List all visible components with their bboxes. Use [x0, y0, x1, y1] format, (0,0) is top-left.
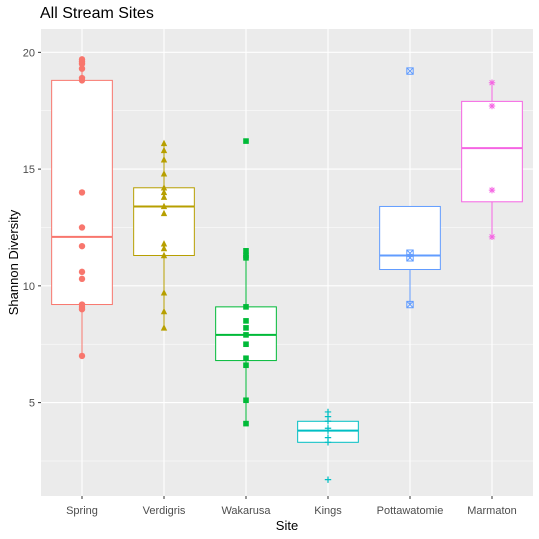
data-point [406, 300, 414, 309]
data-point [243, 362, 249, 369]
data-point [160, 139, 168, 147]
x-axis-title: Site [276, 518, 298, 533]
data-point [406, 249, 414, 257]
data-point [324, 425, 332, 432]
data-point [78, 268, 86, 276]
data-point [78, 275, 86, 283]
y-axis-title: Shannon Diversity [6, 209, 21, 315]
y-tick-label: 20 [23, 47, 35, 59]
y-tick-label: 10 [23, 281, 35, 293]
data-point [243, 138, 249, 144]
data-point [324, 434, 332, 441]
x-tick-label: Verdigris [143, 505, 186, 517]
box [379, 205, 441, 271]
data-point [78, 56, 86, 63]
data-point [78, 224, 86, 231]
data-point [160, 170, 168, 177]
x-tick-label: Spring [66, 505, 98, 517]
data-point [160, 289, 168, 296]
data-point [160, 156, 168, 163]
data-point [160, 251, 168, 259]
data-point [78, 352, 86, 360]
data-point [160, 209, 168, 217]
data-point [160, 202, 168, 210]
plot-panel [41, 29, 533, 496]
box [461, 100, 523, 203]
data-point [78, 301, 86, 308]
data-point [160, 188, 168, 196]
boxplot-marmaton [461, 79, 523, 241]
data-point [243, 341, 249, 348]
data-point [243, 325, 249, 331]
boxplot-pottawatomie [379, 67, 441, 309]
data-point [78, 65, 86, 72]
x-tick-label: Pottawatomie [377, 505, 444, 517]
data-point [324, 408, 332, 416]
data-point [160, 193, 168, 200]
boxplot-verdigris [133, 139, 195, 331]
x-tick-label: Kings [314, 505, 342, 517]
data-point [243, 318, 249, 324]
data-point [160, 146, 168, 154]
y-tick-label: 5 [29, 398, 35, 410]
data-point [160, 324, 168, 331]
data-point [78, 189, 86, 196]
data-point [243, 304, 249, 310]
data-point [243, 248, 249, 254]
data-point [243, 332, 249, 338]
x-tick-label: Marmaton [467, 505, 517, 517]
data-point [243, 420, 249, 427]
data-point [488, 102, 496, 110]
data-point [243, 355, 249, 362]
data-point [243, 252, 249, 259]
boxplot-wakarusa [215, 138, 277, 427]
data-point [160, 244, 168, 252]
data-point [488, 233, 496, 241]
data-point [488, 186, 496, 194]
data-point [324, 476, 332, 483]
data-point [78, 242, 86, 250]
data-point [406, 67, 414, 75]
data-point [160, 307, 168, 315]
boxplot-kings [297, 408, 359, 483]
data-point [488, 79, 496, 86]
data-point [160, 240, 168, 247]
y-tick-label: 15 [23, 164, 35, 176]
x-tick-label: Wakarusa [221, 505, 271, 517]
chart-title: All Stream Sites [40, 5, 154, 22]
data-point [78, 74, 86, 82]
data-point [243, 397, 249, 404]
boxplot-spring [51, 56, 113, 360]
data-point [160, 184, 168, 191]
